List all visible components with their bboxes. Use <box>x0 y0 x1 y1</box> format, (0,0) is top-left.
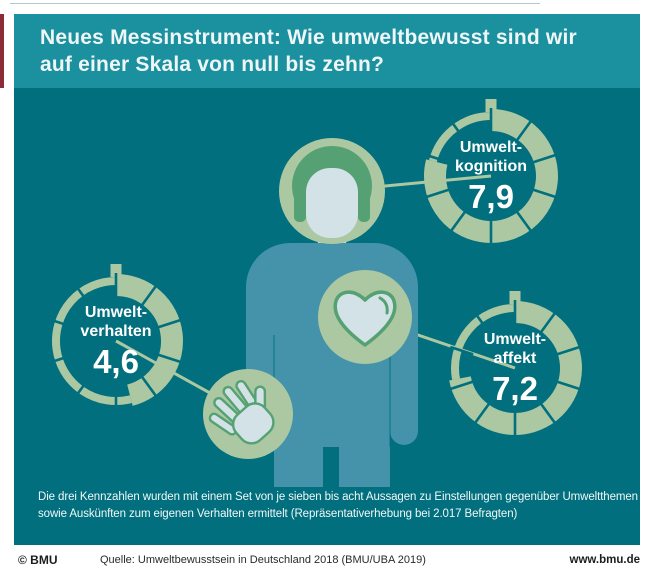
gauge-tick <box>449 210 467 232</box>
gauge-tick <box>556 345 581 356</box>
gauge-umweltverhalten: Umwelt- verhalten 4,6 <box>36 261 196 421</box>
copyright-label: © BMU <box>18 553 58 567</box>
gauge-tick <box>140 285 158 307</box>
gauge-tick <box>50 353 75 364</box>
gauge-ring-verhalten <box>50 264 183 409</box>
gauge-text-affekt: Umwelt- affekt 7,2 <box>435 288 595 448</box>
gauge-pointer-tab <box>485 99 497 112</box>
gauge-text-kognition: Umwelt- kognition 7,9 <box>411 96 571 256</box>
gauge-tick <box>74 375 92 397</box>
header-band: Neues Messinstrument: Wie umweltbewusst … <box>14 14 640 88</box>
website-link[interactable]: www.bmu.de <box>569 554 641 566</box>
gauge-tick <box>425 153 450 164</box>
gauge-umweltaffekt: Umwelt- affekt 7,2 <box>435 288 595 448</box>
footnote-line2: sowie Auskünften zum eigenen Verhalten e… <box>38 508 518 520</box>
gauge-tick <box>473 312 491 334</box>
gauge-tick <box>449 120 467 142</box>
gauge-label-line2: affekt <box>493 349 537 367</box>
gauge-value: 7,9 <box>468 177 514 215</box>
gauge-label-line2: kognition <box>455 157 527 175</box>
gauge-label: Umwelt- affekt <box>484 330 546 368</box>
gauge-label-line2: verhalten <box>80 322 152 340</box>
hand-icon <box>203 369 293 459</box>
leg-gap <box>323 447 339 487</box>
hair-left <box>294 184 306 222</box>
gauge-umweltkognition: Umwelt- kognition 7,9 <box>411 96 571 256</box>
source-label: Quelle: Umweltbewusstsein in Deutschland… <box>100 554 426 566</box>
top-hairline <box>10 3 540 4</box>
face <box>306 168 358 238</box>
gauge-pointer-tab <box>110 264 122 277</box>
gauge-ring-affekt <box>449 291 582 436</box>
gauge-arc-value <box>424 109 558 243</box>
gauge-tick <box>449 380 474 391</box>
gauge-pointer-tab <box>509 291 521 304</box>
footnote-line1: Die drei Kennzahlen wurden mit einem Set… <box>38 491 638 503</box>
gauge-text-verhalten: Umwelt- verhalten 4,6 <box>36 261 196 421</box>
gauge-tick <box>532 188 557 199</box>
heart-icon <box>318 270 412 364</box>
gauge-ring-kognition <box>424 99 558 244</box>
page-title: Neues Messinstrument: Wie umweltbewusst … <box>40 24 577 78</box>
gauge-label: Umwelt- verhalten <box>80 303 151 341</box>
gauge-tick <box>515 120 533 142</box>
gauge-tick <box>140 375 158 397</box>
gauge-tick <box>157 353 182 364</box>
page-title-line2: auf einer Skala von null bis zehn? <box>40 53 385 76</box>
gauge-tick <box>50 318 75 329</box>
bottom-bar: © BMU Quelle: Umweltbewusstsein in Deuts… <box>0 545 656 580</box>
gauge-tick <box>515 210 533 232</box>
gauge-arc-remainder <box>451 304 516 380</box>
heart-shine <box>378 296 389 315</box>
gauge-tick <box>425 188 450 199</box>
gauge-arc-remainder <box>429 112 492 163</box>
gauge-tick <box>556 380 581 391</box>
palm <box>231 402 275 445</box>
hand-shape <box>208 379 275 445</box>
gauge-value: 7,2 <box>492 369 538 407</box>
gauge-label-line1: Umwelt- <box>459 138 523 156</box>
head-icon <box>279 138 385 244</box>
heart-shape <box>333 290 397 347</box>
gauge-tick <box>449 345 474 356</box>
gauge-label-line1: Umwelt- <box>483 330 547 348</box>
gauge-tick <box>539 312 557 334</box>
gauge-value: 4,6 <box>93 342 139 380</box>
gauge-label: Umwelt- kognition <box>455 138 527 176</box>
gauge-arc-value <box>449 301 582 435</box>
gauge-tick <box>473 402 491 424</box>
hair-right <box>358 184 370 222</box>
gauge-tick <box>74 285 92 307</box>
gauge-label-line1: Umwelt- <box>84 303 148 321</box>
gauge-arc-remainder <box>51 277 132 405</box>
page-title-line1: Neues Messinstrument: Wie umweltbewusst … <box>40 26 577 49</box>
footnote: Die drei Kennzahlen wurden mit einem Set… <box>38 489 638 523</box>
gauge-tick <box>157 318 182 329</box>
gauge-tick <box>532 153 557 164</box>
gauge-tick <box>539 402 557 424</box>
gauge-arc-value <box>115 274 183 406</box>
red-accent-bar <box>0 14 4 88</box>
